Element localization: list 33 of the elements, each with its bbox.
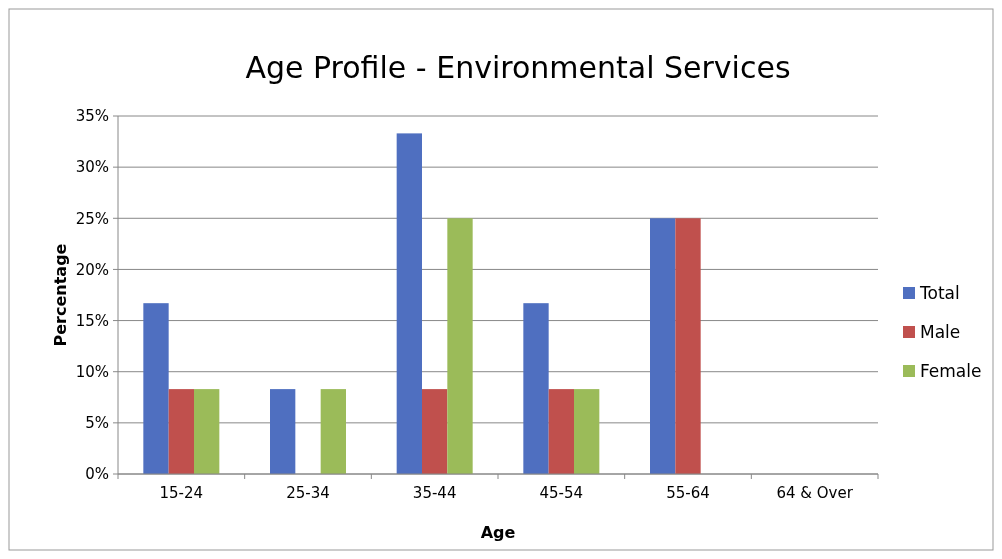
x-tick-label: 64 & Over	[776, 484, 854, 502]
bar	[523, 303, 549, 474]
x-tick-label: 45-54	[539, 484, 584, 502]
bar	[548, 389, 574, 474]
y-tick-label: 25%	[75, 209, 109, 228]
legend-label: Female	[920, 360, 982, 381]
bar	[320, 389, 346, 474]
y-tick-label: 35%	[75, 107, 109, 126]
x-axis-title: Age	[480, 523, 516, 542]
y-tick-label: 15%	[75, 311, 109, 330]
y-tick-label: 10%	[75, 362, 109, 381]
legend-label: Total	[919, 282, 960, 303]
x-tick-label: 55-64	[666, 484, 710, 502]
bar	[396, 133, 422, 474]
y-tick-label: 0%	[85, 465, 109, 484]
bar	[168, 389, 194, 474]
bar	[270, 389, 296, 474]
y-tick-label: 20%	[75, 260, 109, 279]
x-tick-label: 35-44	[412, 484, 457, 502]
bar	[447, 218, 473, 474]
bar	[422, 389, 448, 474]
chart-title: Age Profile - Environmental Services	[245, 50, 791, 85]
x-tick-label: 25-34	[286, 484, 330, 502]
bar	[574, 389, 600, 474]
bar	[675, 218, 701, 474]
x-tick-label: 15-24	[159, 484, 204, 502]
y-tick-label: 5%	[85, 414, 109, 433]
bar	[194, 389, 220, 474]
legend-label: Male	[920, 321, 961, 342]
y-axis-title: Percentage	[51, 243, 70, 347]
y-tick-label: 30%	[75, 158, 109, 177]
bar	[143, 303, 169, 474]
bar	[650, 218, 676, 474]
